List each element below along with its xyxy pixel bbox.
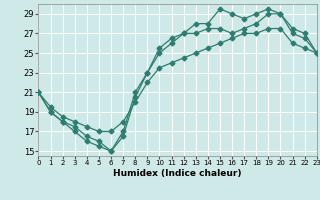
X-axis label: Humidex (Indice chaleur): Humidex (Indice chaleur) [113, 169, 242, 178]
